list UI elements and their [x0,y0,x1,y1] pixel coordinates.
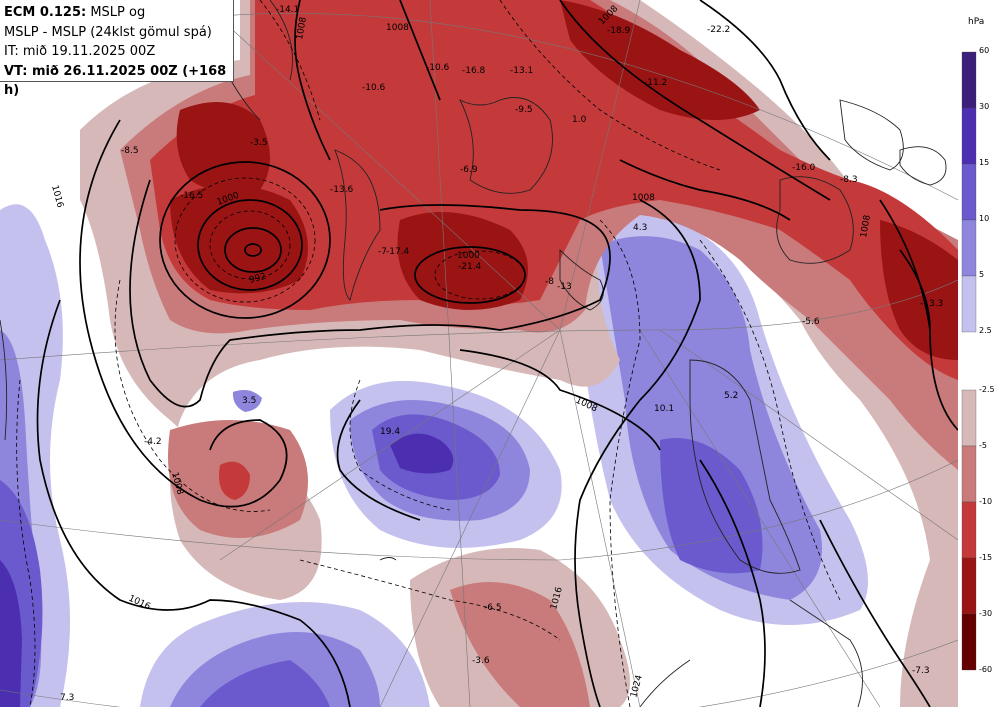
colorbar-swatch [961,557,977,615]
anomaly-label: -10.6 [362,83,386,93]
anomaly-label: -6.9 [460,165,478,175]
negative-swatches [961,389,977,671]
neg-tick: -60 [979,665,993,674]
colorbar-swatch [961,219,977,277]
pos-tick: 5 [979,270,985,279]
title-rest: MSLP og [86,5,146,20]
neg-tick: -15 [979,553,993,562]
isobar-label: 1008 [632,193,655,203]
neg-tick: -10 [979,497,993,506]
isobar-label: 1008 [295,16,309,41]
anomaly-label: -13.1 [510,66,533,76]
pos-tick: 30 [979,102,990,111]
anomaly-label: -21.4 [458,262,482,272]
anomaly-label: -7 [378,247,387,257]
colorbar-swatch [961,163,977,221]
anomaly-label: -13 [557,282,572,292]
anomaly-label: -8.3 [840,175,858,185]
negative-anomaly-shading [80,0,958,707]
anomaly-label: -17.4 [386,247,410,257]
title-line: ECM 0.125: MSLP og [4,3,233,23]
neg-tick: -2.5 [979,385,995,394]
positive-anomaly-shading [0,204,868,707]
colorbar-swatch [961,445,977,503]
pos-tick: 10 [979,214,990,223]
anomaly-label: 4.3 [633,223,647,233]
anomaly-label: -14.1 [276,5,299,15]
anomaly-label: -4.2 [144,437,162,447]
colorbar-swatch [961,51,977,109]
pos-tick: 2.5 [979,326,992,335]
anomaly-label: -22.2 [707,25,730,35]
anomaly-labels: -14.1 -10.6 -16.8 -13.1 -18.9 -22.2 -11.… [60,5,943,703]
anomaly-label: -8.5 [121,146,139,156]
colorbar-swatch [961,501,977,559]
isobar-label: 1008 [386,23,409,33]
isobar-label: 992 [248,272,267,286]
init-time: IT: mið 19.11.2025 00Z [4,44,156,59]
old-forecast-contours [16,0,841,707]
pos-tick: 60 [979,46,990,55]
anomaly-label: -13.6 [330,185,354,195]
anomaly-label: 5.2 [724,391,738,401]
anomaly-label: -9.5 [515,105,533,115]
colorbar-unit: hPa [968,17,985,27]
anomaly-label: 7.3 [60,693,74,703]
colorbar-swatch [961,275,977,333]
colorbar-swatch [961,389,977,447]
anomaly-label: -16.0 [792,163,816,173]
neg-tick: -5 [979,441,987,450]
pos-tick: 15 [979,158,990,167]
colorbar-swatches [961,51,977,671]
valid-time: VT: mið 26.11.2025 00Z (+168 h) [4,63,227,99]
colorbar-swatch [961,107,977,165]
anomaly-label: 3.5 [242,396,256,406]
anomaly-label: 1.0 [572,115,587,125]
anomaly-label: -16.8 [462,66,486,76]
anomaly-label: -3.6 [472,656,490,666]
anomaly-label: -5.6 [802,317,820,327]
colorbar-swatch [961,613,977,671]
anomaly-label: 19.4 [380,427,400,437]
anomaly-label: -10.6 [426,63,450,73]
weather-map: -14.1 -10.6 -16.8 -13.1 -18.9 -22.2 -11.… [0,0,958,707]
isobar-label: 1000 [457,251,480,261]
anomaly-label: -18.9 [607,26,631,36]
anomaly-label: -6.5 [484,603,502,613]
isobar-label: 1008 [859,214,873,239]
neg-tick: -30 [979,609,993,618]
isobars [36,0,958,707]
anomaly-label: -16.5 [180,191,203,201]
colorbar: hPa 60 30 15 10 5 2.5 -2.5 -5 -10 -15 -3… [958,0,1000,707]
anomaly-label: -8 [545,277,554,287]
subtitle-line: MSLP - MSLP (24klst gömul spá) [4,24,212,40]
anomaly-label: -11.2 [644,78,667,88]
anomaly-label: -7.3 [912,666,930,676]
model-name: ECM 0.125: [4,5,87,20]
positive-swatches [961,51,977,333]
anomaly-label: -3.5 [250,138,268,148]
anomaly-label: -13.3 [920,299,943,309]
map-info-box: ECM 0.125: MSLP og MSLP - MSLP (24klst g… [0,0,234,98]
anomaly-label: 10.1 [654,404,674,414]
